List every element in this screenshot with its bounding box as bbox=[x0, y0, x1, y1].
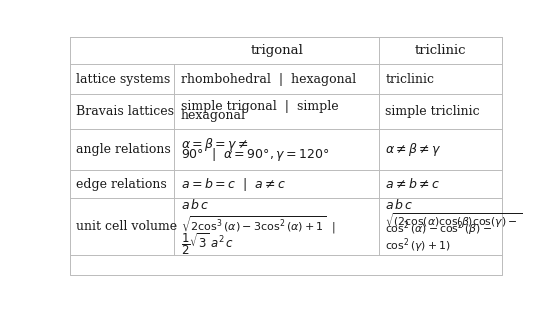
Text: lattice systems: lattice systems bbox=[76, 73, 171, 86]
Text: $90°$  |  $\alpha = 90°, \gamma = 120°$: $90°$ | $\alpha = 90°, \gamma = 120°$ bbox=[181, 146, 329, 163]
Text: $\sqrt{2\cos^3(\alpha)-3\cos^2(\alpha)+1}$  |: $\sqrt{2\cos^3(\alpha)-3\cos^2(\alpha)+1… bbox=[181, 214, 335, 236]
Text: $\alpha = \beta = \gamma \neq$: $\alpha = \beta = \gamma \neq$ bbox=[181, 136, 249, 153]
Text: triclinic: triclinic bbox=[386, 73, 435, 86]
Text: triclinic: triclinic bbox=[415, 44, 466, 57]
Text: $\alpha \neq \beta \neq \gamma$: $\alpha \neq \beta \neq \gamma$ bbox=[386, 141, 442, 158]
Text: $\dfrac{1}{2}\sqrt{3}\;a^2\,c$: $\dfrac{1}{2}\sqrt{3}\;a^2\,c$ bbox=[181, 231, 234, 257]
Text: edge relations: edge relations bbox=[76, 177, 167, 191]
Text: simple trigonal  |  simple: simple trigonal | simple bbox=[181, 100, 339, 113]
Text: rhombohedral  |  hexagonal: rhombohedral | hexagonal bbox=[181, 73, 356, 86]
Text: $a\,b\,c$: $a\,b\,c$ bbox=[181, 198, 209, 212]
Text: simple triclinic: simple triclinic bbox=[386, 105, 480, 118]
Text: $a = b = c$  |  $a \neq c$: $a = b = c$ | $a \neq c$ bbox=[181, 176, 286, 193]
Text: trigonal: trigonal bbox=[250, 44, 303, 57]
Text: $\cos^2(\gamma)+1)$: $\cos^2(\gamma)+1)$ bbox=[386, 236, 451, 255]
Text: $\cos^2(\alpha)-\cos^2(\beta)-$: $\cos^2(\alpha)-\cos^2(\beta)-$ bbox=[386, 220, 493, 238]
Text: Bravais lattices: Bravais lattices bbox=[76, 105, 174, 118]
Text: $a \neq b \neq c$: $a \neq b \neq c$ bbox=[386, 177, 440, 191]
Text: angle relations: angle relations bbox=[76, 143, 171, 156]
Text: unit cell volume: unit cell volume bbox=[76, 220, 177, 233]
Text: hexagonal: hexagonal bbox=[181, 109, 246, 122]
Text: $a\,b\,c$: $a\,b\,c$ bbox=[386, 198, 414, 212]
Text: $\sqrt{(2\cos(\alpha)\cos(\beta)\cos(\gamma)-}$: $\sqrt{(2\cos(\alpha)\cos(\beta)\cos(\ga… bbox=[386, 211, 522, 230]
